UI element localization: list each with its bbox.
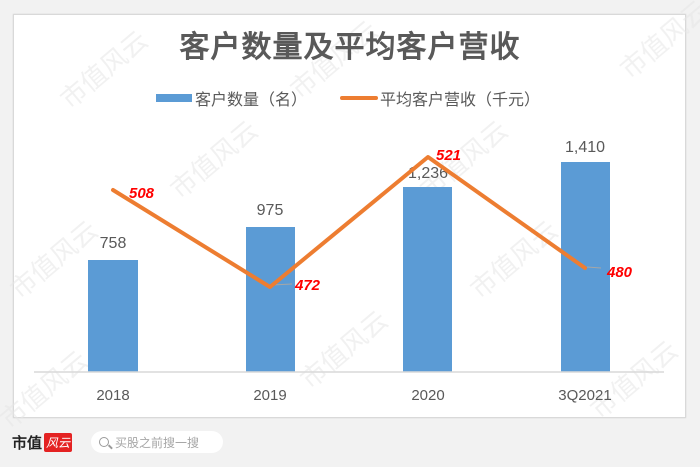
leader-line [586,266,602,269]
search-icon [99,437,109,447]
bar-label: 758 [100,235,127,252]
logo-badge: 风云 [44,433,73,452]
bar-label: 975 [257,202,284,219]
bar-label: 1,410 [565,139,605,156]
x-tick-label: 3Q2021 [558,387,611,404]
x-tick-label: 2018 [96,387,129,404]
legend-item-bar: 客户数量（名） [156,86,307,110]
line-label: 472 [294,277,321,294]
search-box[interactable]: 买股之前搜一搜 [91,431,223,453]
line-label: 508 [129,185,155,202]
bar-swatch-icon [156,94,192,102]
x-tick-label: 2020 [411,387,444,404]
chart-title: 客户数量及平均客户营收 [179,30,521,65]
line-label: 521 [436,147,461,164]
line-swatch-icon [340,96,378,100]
line-label: 480 [606,264,633,281]
bar-label: 1,236 [408,165,448,182]
legend-label-line: 平均客户营收（千元） [380,90,541,109]
chart-legend: 客户数量（名） 平均客户营收（千元） [0,86,700,110]
bar-2020 [403,187,452,372]
logo-text: 市值 [12,434,43,452]
avg-revenue-line [111,155,587,289]
bar-2019 [246,227,295,372]
brand-logo[interactable]: 市值 风云 [12,432,73,453]
search-placeholder: 买股之前搜一搜 [115,435,200,450]
legend-item-line: 平均客户营收（千元） [340,86,540,110]
bar-2018 [88,260,138,372]
legend-label-bar: 客户数量（名） [195,90,308,109]
x-tick-label: 2019 [253,387,286,404]
